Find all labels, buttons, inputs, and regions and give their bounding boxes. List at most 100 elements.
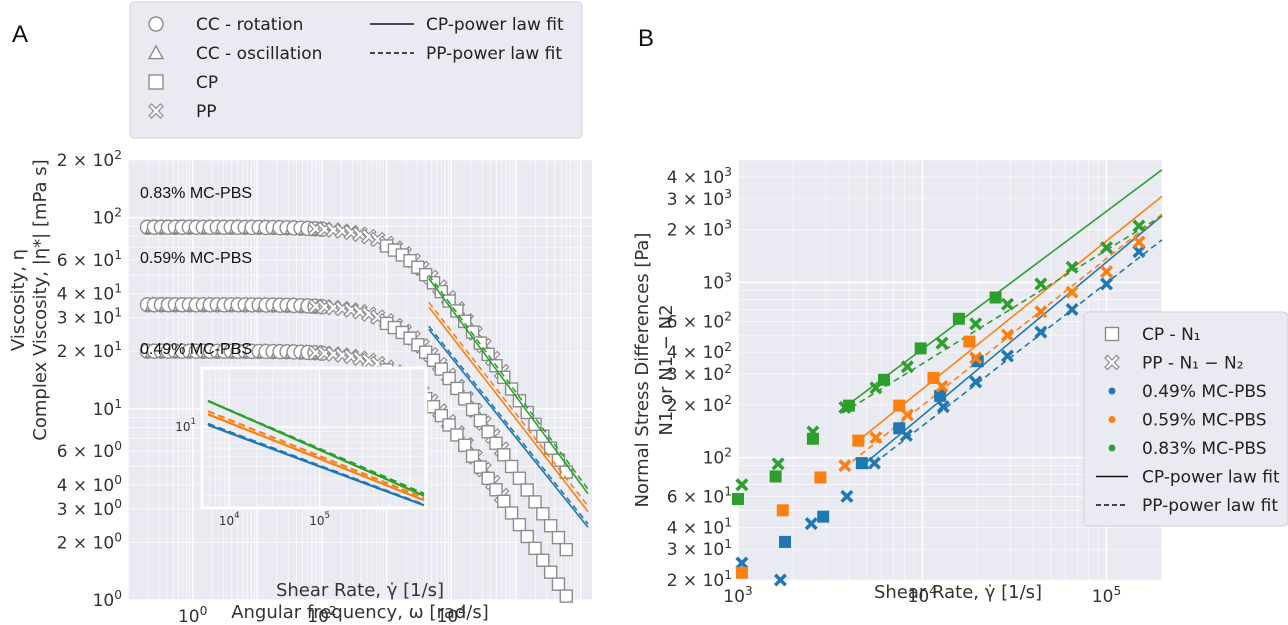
b-legend-dot-icon [1108,387,1116,395]
inset-xtick-label: 105 [309,511,330,528]
b-orange-x-point [1100,265,1114,279]
a-annotation-label: 0.49% MC-PBS [140,341,252,358]
a-cp-fit-line [428,278,589,495]
a-ytick-label: 3 × 101 [57,306,122,329]
a-cp-point [551,530,566,545]
b-orange-square-point [776,504,789,517]
b-blue-x-point [773,573,787,587]
a-legend-label: PP-power law fit [426,44,562,64]
b-green-x-point [900,360,914,374]
b-blue-x-point [1132,245,1146,259]
a-xtick-label: 100 [178,604,207,625]
b-orange-x-point [869,431,883,445]
b-blue-x-point [1000,349,1014,363]
b-legend-label: 0.49% MC-PBS [1142,382,1267,402]
a-cp-point [465,402,480,417]
b-blue-x-point [1034,325,1048,339]
a-cp-point [442,371,456,386]
b-green-x-point [969,317,983,331]
b-legend-label: PP - N₁ − N₂ [1142,354,1244,374]
b-green-square-point [732,493,744,506]
a-legend-label: CC - oscillation [196,44,322,64]
a-ytick-label: 6 × 100 [57,439,122,462]
b-ytick-label: 6 × 101 [667,484,732,507]
a-ytick-label: 102 [93,206,122,229]
panel-a-xticks: 100 102 104 [178,604,466,625]
b-blue-x-point [1100,277,1114,291]
inset-blue-dashed-line [207,422,425,506]
b-legend-label: CP - N₁ [1142,325,1201,345]
b-ytick-label: 103 [703,270,732,293]
b-green-square-point [952,312,965,325]
a-legend-triangle-icon [147,44,165,60]
a-cp-point [520,483,534,497]
a-cp-point [497,494,511,508]
b-green-square-point [989,291,1002,304]
b-blue-x-point [735,556,749,570]
a-cp-point [504,459,519,474]
a-cp-point [473,413,488,428]
a-cp-point [458,438,472,453]
a-cp-point [497,448,511,462]
a-ytick-label: 3 × 100 [57,497,122,520]
b-green-x-point [806,425,820,439]
b-fit-blue-solid-line [857,215,1163,470]
a-cp-point [489,483,503,497]
b-blue-square-point [855,457,868,470]
b-green-x-point [771,457,785,471]
a-pp-fit-line [428,274,589,490]
inset-orange-dashed-line [207,410,425,499]
b-legend-label: CP-power law fit [1142,468,1280,488]
b-green-x-point [935,336,949,350]
b-ytick-label: 4 × 103 [667,165,732,188]
b-blue-x-point [1065,303,1079,317]
a-xlabel-2: Angular frequency, ω [rad/s] [231,602,489,623]
b-orange-x-point [1132,235,1146,249]
b-blue-x-point [936,400,950,414]
b-legend-dot-icon [1108,444,1116,452]
a-cp-point [551,577,566,591]
a-xlabel-1: Shear Rate, γ̇ [1/s] [276,580,444,601]
a-legend-square-icon [148,74,164,90]
a-cp-point [559,542,573,557]
a-cp-point [504,506,519,520]
a-cp-point [512,518,527,532]
b-blue-x-point [899,428,913,442]
a-cp-point [536,507,550,521]
a-ylabel-2: Complex Viscosity, |η*| [mPa s] [30,159,51,440]
b-ytick-label: 2 × 103 [667,218,732,241]
a-cp-point [442,418,456,432]
a-ytick-label: 2 × 101 [57,339,122,362]
b-blue-x-point [840,489,854,503]
b-orange-square-point [852,434,865,447]
a-ytick-label: 2 × 102 [57,148,122,171]
a-cp-point [450,381,464,396]
b-legend-box [1083,311,1288,527]
a-cp-fit-line [428,328,589,528]
a-legend-label: CC - rotation [196,15,303,35]
inset-xtick-label: 104 [219,511,240,528]
a-ytick-label: 101 [93,397,122,420]
b-xtick-label: 105 [1092,584,1121,607]
b-blue-square-point [934,389,947,402]
a-ytick-label: 4 × 100 [57,473,122,496]
panel-b-legend: CP - N₁ PP - N₁ − N₂ 0.49% MC-PBS 0.59% MC-… [1083,311,1288,527]
b-green-x-point [1132,219,1146,233]
a-cp-fit-line [428,306,589,513]
b-ylabel-1: Normal Stress Differences [Pa] [632,233,653,508]
b-legend-square-icon [1104,326,1120,342]
a-legend-box [129,1,583,139]
b-ytick-label: 102 [703,446,732,469]
b-ytick-label: 2 × 101 [667,568,732,591]
inset-plot-area [200,366,428,510]
b-orange-x-point [935,379,949,393]
inset-lines [207,399,425,507]
a-legend-x-icon [148,103,164,119]
a-cp-point [543,565,558,579]
a-pp-fit-line [428,301,589,507]
b-blue-square-point [817,510,830,523]
b-xtick-label: 104 [908,584,938,607]
